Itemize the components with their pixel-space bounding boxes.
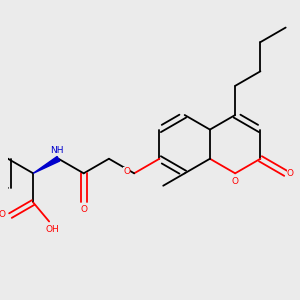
Text: O: O (123, 167, 130, 176)
Text: O: O (0, 210, 6, 219)
Text: O: O (232, 177, 239, 186)
Text: OH: OH (45, 225, 59, 234)
Polygon shape (33, 157, 60, 173)
Text: O: O (80, 205, 87, 214)
Text: O: O (286, 169, 293, 178)
Text: NH: NH (50, 146, 64, 155)
